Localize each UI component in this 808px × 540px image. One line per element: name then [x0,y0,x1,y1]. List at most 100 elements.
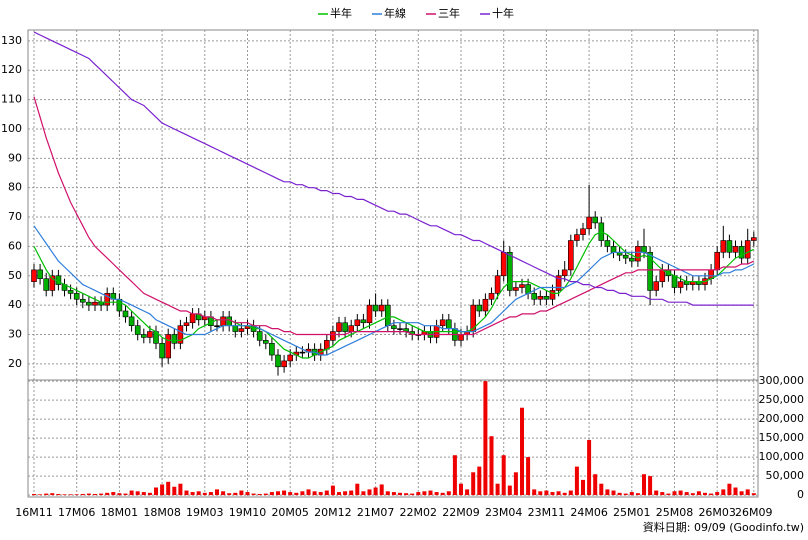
volume-bar [715,492,720,496]
candle-body [586,216,592,230]
candle-body [677,281,684,288]
volume-bar [428,490,433,496]
candle-body [73,293,80,300]
volume-bar [391,492,396,496]
candle-body [445,319,452,329]
candle-body [726,240,733,253]
candle-body [269,342,275,356]
volume-bar [202,492,207,496]
volume-bar [154,487,158,496]
candle-body [159,342,165,359]
volume-bar [440,492,445,496]
volume-bar [666,493,671,496]
volume-bar [318,492,323,496]
candle-body [519,284,525,288]
volume-bar [410,493,415,496]
volume-bar [172,486,177,496]
candle-body [592,216,599,224]
volume-bar [147,492,152,496]
x-tick-label: 19M03 [186,506,224,519]
volume-bar [111,492,116,496]
candle-body [378,304,385,312]
candle-body [574,234,580,241]
candle-body [86,301,92,306]
candle-body [220,316,226,326]
candle-body [122,310,129,318]
candle-body [360,319,367,324]
candle-body [653,281,660,291]
candle-body [458,334,464,341]
y-tick-label: 50 [8,269,22,282]
volume-bar [379,484,384,496]
volume-bar [562,492,567,496]
candle-body [134,325,141,335]
volume-bar [80,493,85,496]
volume-bar [361,491,366,496]
volume-bar [526,457,531,496]
x-tick-label: 19M10 [229,506,267,519]
volume-bar [93,493,97,496]
volume-bar [129,490,134,496]
x-tick-label: 18M08 [143,506,181,519]
volume-bar [99,493,104,496]
candle-body [494,275,501,294]
candle-body [671,275,678,288]
candle-body [104,293,110,306]
x-tick-label: 26M03 [698,506,736,519]
volume-bar [38,494,43,496]
candle-body [183,322,190,326]
x-tick-label: 24M06 [570,506,608,519]
volume-bar [86,493,91,496]
volume-bar [56,493,61,496]
y-tick-label: 60 [8,239,22,252]
candle-body [287,354,294,362]
candle-body [171,334,178,344]
candle-body [622,254,629,259]
candle-body [49,275,56,291]
volume-bar [166,481,171,496]
volume-bar [330,485,335,496]
candle-body [165,334,171,359]
volume-bar [703,492,707,496]
volume-bar [581,479,585,496]
y-tick-label: 110 [1,93,22,106]
candle-body [659,269,666,282]
candle-body [482,298,489,312]
volume-bar [489,436,494,496]
candle-body [330,331,336,341]
volume-bar [178,483,183,496]
volume-bar [135,491,140,496]
candle-body [714,251,721,271]
candle-body [641,246,647,253]
x-tick-label: 20M12 [314,506,352,519]
candle-body [628,257,635,262]
volume-bar [337,492,341,496]
candle-body [488,293,495,300]
legend-label: 半年 [330,6,352,20]
candle-body [744,240,751,259]
volume-bar [648,476,653,496]
volume-bar [684,492,689,496]
candle-body [513,287,519,291]
volume-bar [690,493,695,496]
volume-bar [398,492,402,496]
legend-label: 年線 [384,6,406,20]
volume-bar [733,487,738,496]
volume-bar [62,494,67,496]
candle-body [299,351,306,354]
volume-bar [196,491,201,496]
volume-bar [251,493,256,496]
y-tick-label: 20 [8,357,22,370]
volume-bar [654,490,659,496]
candle-body [543,296,550,300]
x-tick-label: 25M01 [613,506,651,519]
volume-bar [495,483,500,496]
candle-body [732,246,739,253]
candle-body [354,319,361,326]
y2-tick-label: 50,000 [766,469,805,482]
x-tick-label: 25M08 [656,506,694,519]
volume-bar [245,492,250,496]
volume-bar [587,440,592,496]
candle-body [232,325,239,332]
volume-bar [709,493,714,496]
